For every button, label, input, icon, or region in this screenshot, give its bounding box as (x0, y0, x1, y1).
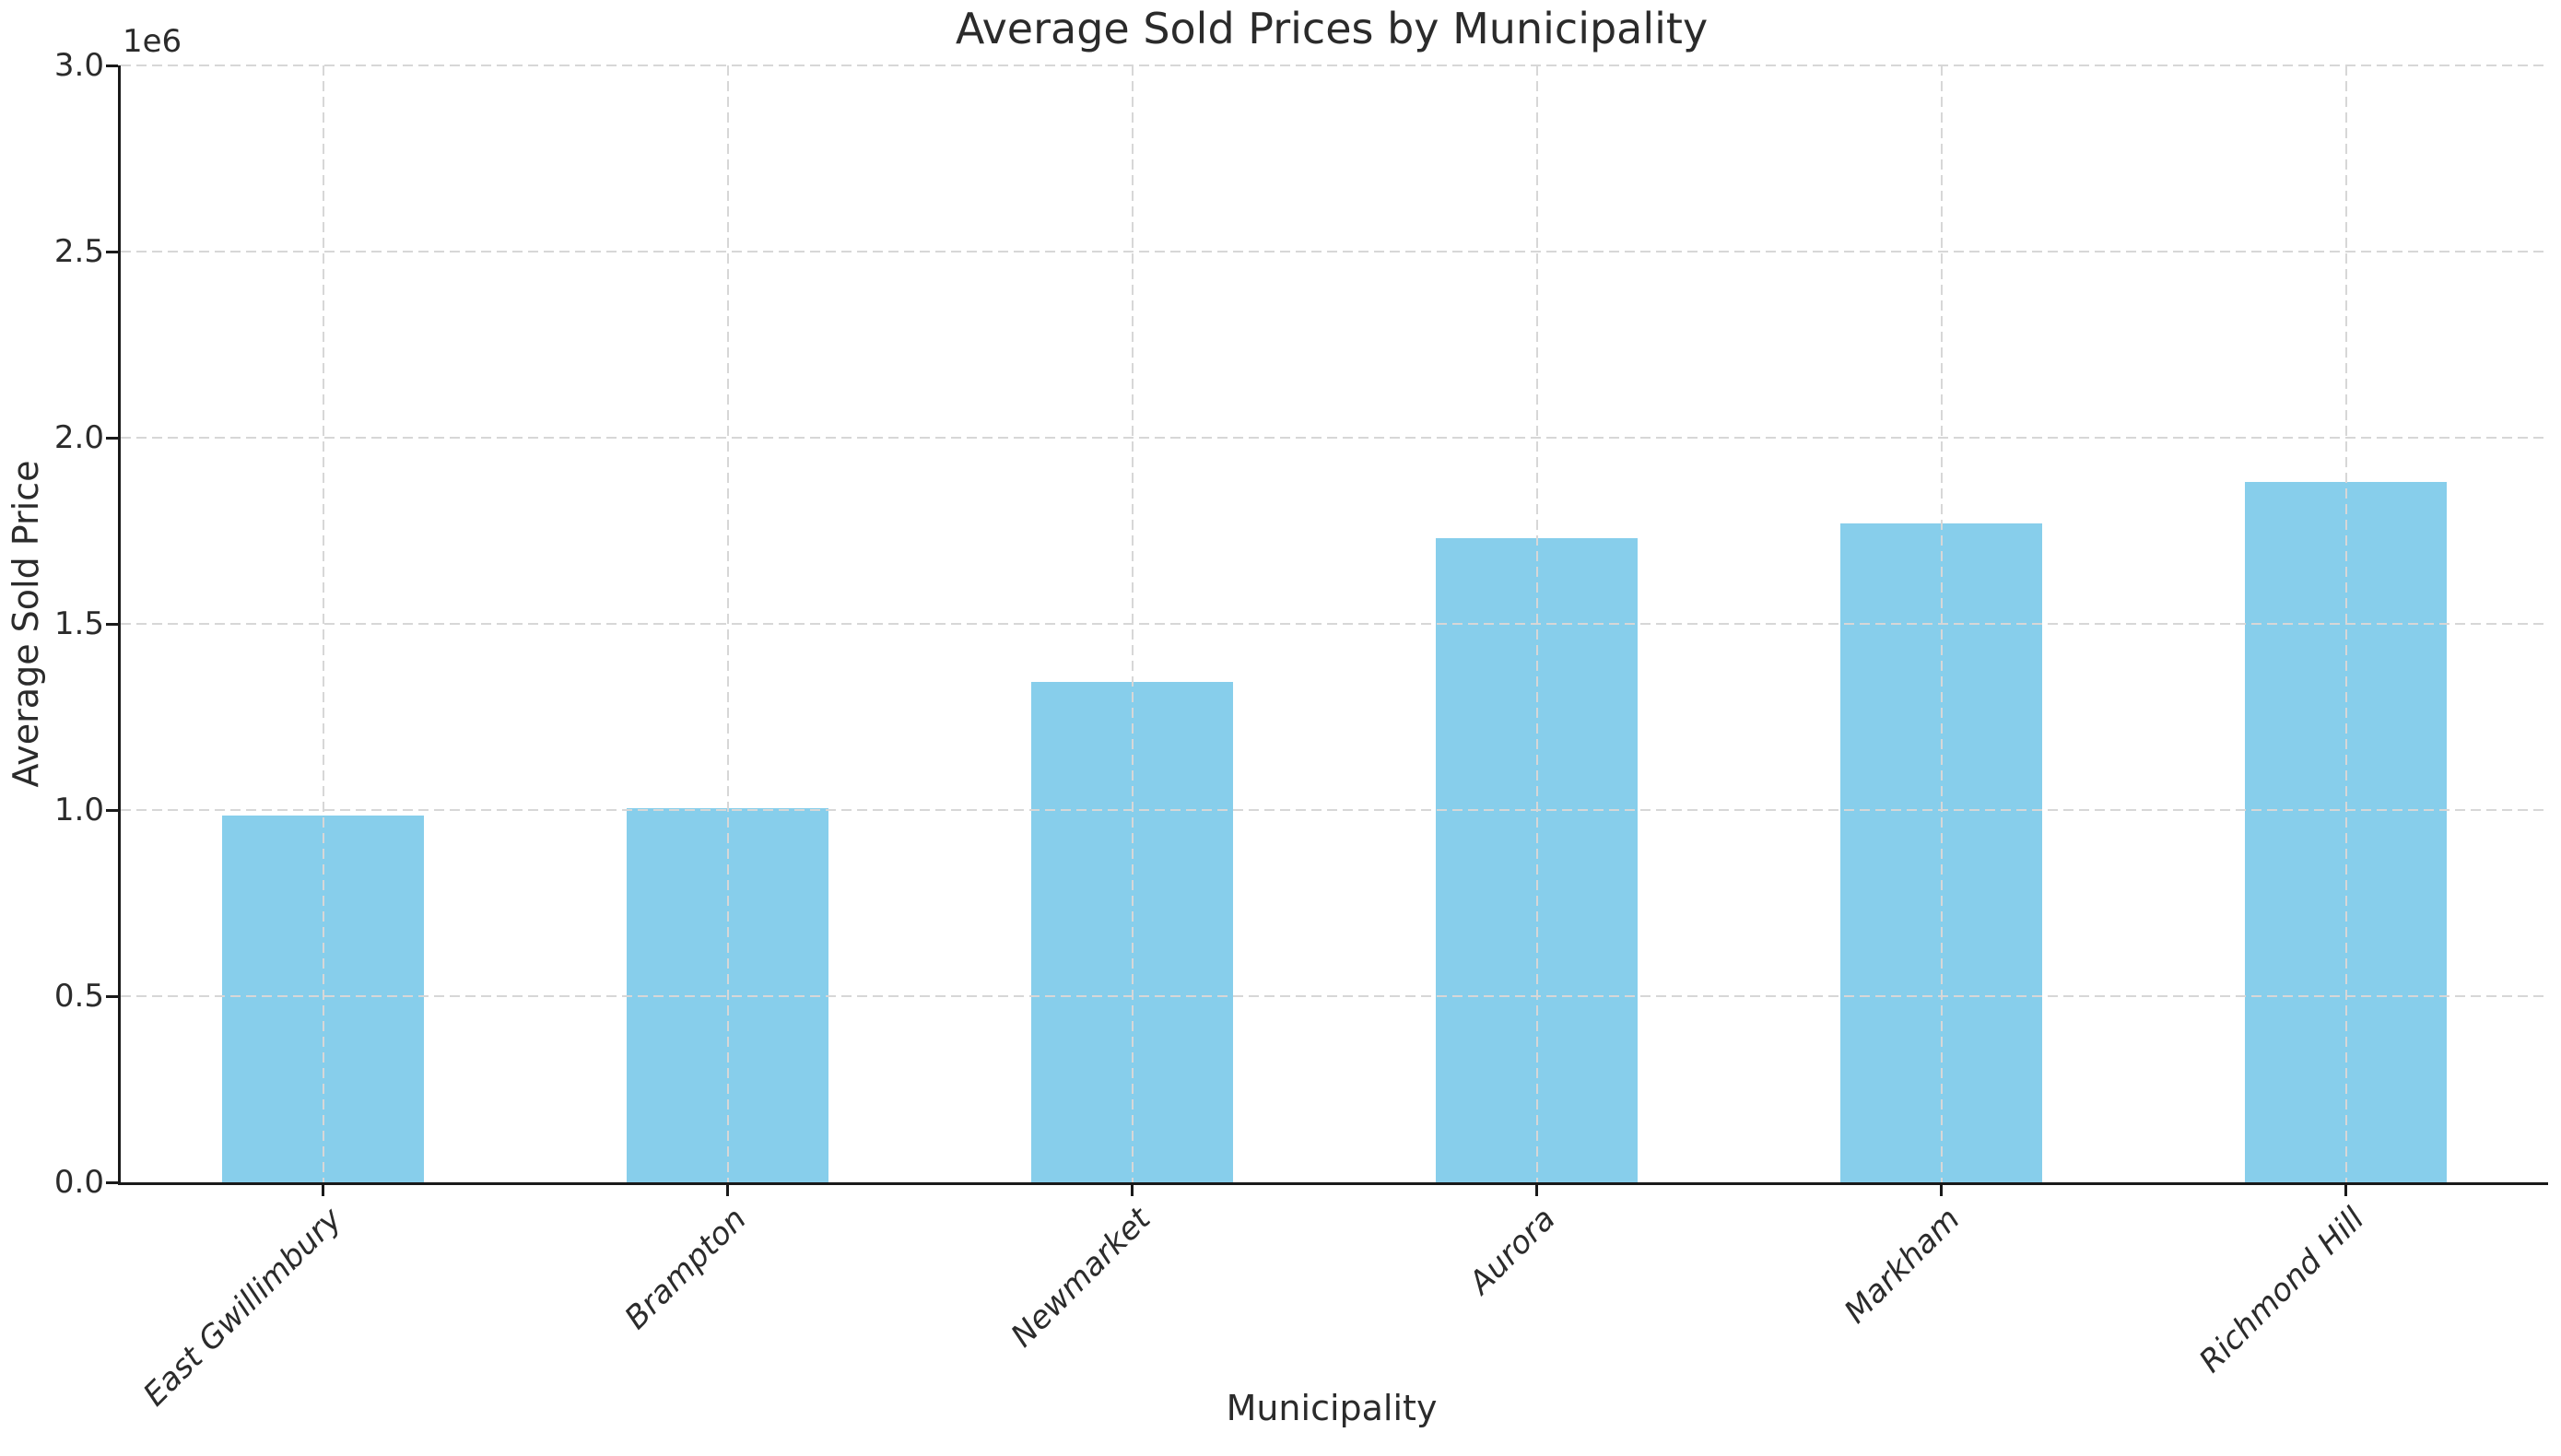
y-axis-offset-label: 1e6 (123, 23, 182, 60)
y-tick-label: 3.0 (53, 47, 104, 84)
x-tick-label: Brampton (617, 1201, 754, 1337)
x-axis-label: Municipality (1226, 1388, 1438, 1428)
y-tick-mark (106, 994, 118, 998)
x-tick-label: Aurora (1462, 1201, 1563, 1302)
y-tick-label: 2.5 (53, 233, 104, 270)
y-tick-label: 1.0 (53, 792, 104, 828)
gridline-horizontal (121, 251, 2548, 252)
plot-area: 1e6 0.0 0.5 1.0 1.5 2.0 2.5 3.0 East Gwillimbur… (54, 23, 2548, 1414)
y-tick-mark (106, 250, 118, 253)
x-tick-label: Richmond Hill (2192, 1201, 2372, 1380)
x-tick-mark (322, 1185, 324, 1196)
bar-markham (1839, 523, 2043, 1182)
y-tick-mark (106, 1180, 118, 1184)
x-tick-mark (1940, 1185, 1943, 1196)
x-tick-label: Newmarket (1004, 1201, 1158, 1355)
gridline-horizontal (121, 809, 2548, 811)
bar-brampton (626, 807, 829, 1182)
x-tick-label: Markham (1837, 1201, 1968, 1331)
bar-aurora (1435, 538, 1639, 1182)
bar-richmond-hill (2244, 482, 2448, 1182)
gridline-horizontal (121, 623, 2548, 625)
bar-east-gwillimbury (221, 816, 425, 1182)
y-axis-label: Average Sold Price (6, 460, 46, 788)
gridline-horizontal (121, 65, 2548, 66)
gridline-horizontal (121, 995, 2548, 997)
gridline-horizontal (121, 437, 2548, 439)
x-tick-mark (2344, 1185, 2347, 1196)
x-tick-label: East Gwillimbury (135, 1201, 349, 1414)
y-tick-mark (106, 64, 118, 67)
y-tick-label: 2.0 (53, 419, 104, 456)
chart-title: Average Sold Prices by Municipality (955, 4, 1709, 53)
y-tick-mark (106, 808, 118, 812)
y-tick-label: 0.0 (53, 1164, 104, 1201)
y-tick-label: 0.5 (53, 978, 104, 1015)
x-tick-mark (1131, 1185, 1134, 1196)
x-tick-mark (726, 1185, 729, 1196)
x-tick-mark (1535, 1185, 1538, 1196)
y-tick-label: 1.5 (53, 605, 104, 642)
bar-newmarket (1030, 681, 1234, 1182)
y-tick-mark (106, 436, 118, 440)
y-tick-mark (106, 622, 118, 626)
